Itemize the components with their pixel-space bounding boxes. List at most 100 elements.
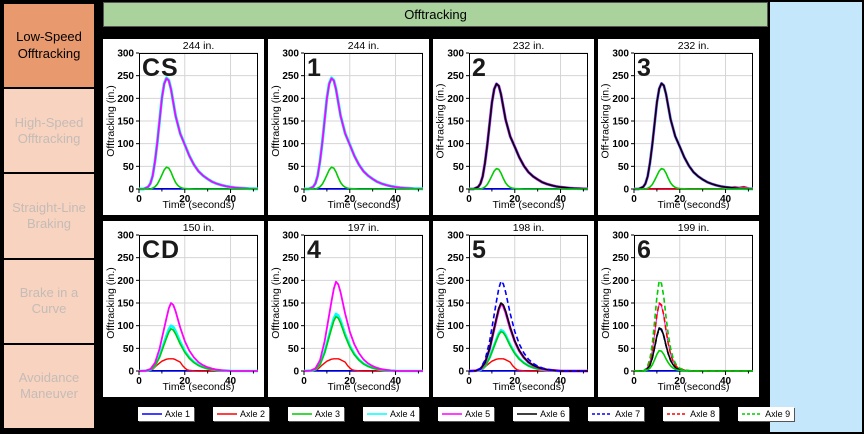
x-axis-label: Time (seconds)	[657, 381, 730, 393]
series-axle-4	[468, 328, 588, 373]
legend-label: Axle 1	[165, 409, 191, 419]
svg-text:0: 0	[623, 185, 629, 196]
svg-text:50: 50	[288, 162, 300, 173]
svg-text:200: 200	[282, 94, 299, 105]
chart-max-offtracking-title: 199 in.	[677, 222, 710, 234]
chart-CS: 244 in. Offtracking (in.) Time (seconds) 0 2…	[103, 39, 264, 215]
svg-text:0: 0	[128, 367, 134, 378]
legend-label: Axle 4	[390, 409, 416, 419]
chart-3: 232 in. Off-tracking (in.) Time (seconds) 0…	[598, 39, 759, 215]
legend-label: Axle 7	[615, 409, 641, 419]
svg-text:50: 50	[123, 162, 135, 173]
legend-item-axle-1: Axle 1	[138, 407, 195, 421]
chart-5: 198 in. Offtracking (in.) Time (seconds) 0 2…	[433, 221, 594, 397]
plot-area: 0 20 40 0 50 100 150 200 250 300	[612, 49, 754, 205]
x-axis-label: Time (seconds)	[162, 381, 235, 393]
x-axis-label: Time (seconds)	[657, 199, 730, 211]
svg-text:0: 0	[136, 194, 142, 205]
sidebar-item-brake-in-a-curve[interactable]: Brake in a Curve	[2, 259, 96, 345]
svg-text:300: 300	[612, 49, 629, 60]
svg-text:100: 100	[117, 321, 134, 332]
legend-line-sample	[217, 413, 238, 415]
legend-item-axle-6: Axle 6	[513, 407, 570, 421]
sidebar-item-straight-line-braking[interactable]: Straight-Line Braking	[2, 174, 96, 260]
plot-area: 0 20 40 0 50 100 150 200 250 300	[282, 231, 423, 387]
svg-text:0: 0	[293, 367, 299, 378]
series-axle-6	[469, 82, 589, 190]
svg-text:100: 100	[612, 139, 629, 150]
svg-text:200: 200	[612, 276, 629, 287]
legend-line-sample	[667, 413, 688, 415]
vehicle-unit-label: CD	[142, 236, 181, 264]
svg-text:200: 200	[447, 276, 464, 287]
svg-text:0: 0	[466, 376, 472, 387]
chart-6: 199 in. Offtracking (in.) Time (seconds) 0 2…	[598, 221, 759, 397]
legend-line-sample	[292, 413, 313, 415]
page-title: Offtracking	[404, 7, 467, 22]
svg-text:250: 250	[447, 253, 464, 264]
svg-text:40: 40	[225, 194, 237, 205]
svg-text:200: 200	[117, 94, 134, 105]
sidebar-item-high-speed-offtracking[interactable]: High-Speed Offtracking	[2, 89, 96, 175]
series-axle-4	[303, 312, 423, 373]
svg-text:20: 20	[509, 194, 521, 205]
sidebar-item-low-speed-offtracking[interactable]: Low-Speed Offtracking	[2, 2, 96, 90]
svg-text:300: 300	[447, 231, 464, 242]
svg-text:20: 20	[509, 376, 521, 387]
svg-text:20: 20	[179, 376, 191, 387]
legend-label: Axle 8	[690, 409, 716, 419]
vehicle-unit-label: 1	[307, 54, 322, 82]
series-axle-5	[138, 302, 258, 372]
svg-text:200: 200	[117, 276, 134, 287]
x-axis-label: Time (seconds)	[327, 199, 400, 211]
svg-text:100: 100	[282, 139, 299, 150]
svg-text:0: 0	[631, 376, 637, 387]
legend-item-axle-3: Axle 3	[288, 407, 345, 421]
svg-text:100: 100	[117, 139, 134, 150]
sidebar-item-avoidance-maneuver[interactable]: Avoidance Maneuver	[2, 344, 96, 431]
svg-text:0: 0	[631, 194, 637, 205]
series-axle-7	[468, 280, 588, 372]
svg-text:150: 150	[117, 299, 134, 310]
svg-text:150: 150	[447, 117, 464, 128]
svg-text:150: 150	[612, 117, 629, 128]
page-title-bar: Offtracking	[103, 2, 768, 27]
series-axle-2	[303, 358, 423, 372]
svg-text:200: 200	[447, 94, 464, 105]
vehicle-unit-label: 3	[637, 54, 652, 82]
svg-text:20: 20	[674, 194, 686, 205]
svg-text:40: 40	[390, 376, 402, 387]
svg-text:150: 150	[117, 117, 134, 128]
legend-line-sample	[367, 413, 388, 415]
legend-item-axle-5: Axle 5	[438, 407, 495, 421]
svg-text:40: 40	[555, 194, 567, 205]
svg-text:250: 250	[612, 71, 629, 82]
vehicle-unit-label: 5	[472, 236, 487, 264]
svg-text:0: 0	[301, 194, 307, 205]
series-axle-5	[304, 77, 424, 190]
legend-line-sample	[442, 413, 463, 415]
svg-text:0: 0	[136, 376, 142, 387]
svg-text:300: 300	[117, 231, 134, 242]
svg-text:300: 300	[117, 49, 134, 60]
legend-item-axle-9: Axle 9	[738, 407, 795, 421]
legend-item-axle-7: Axle 7	[588, 407, 645, 421]
svg-text:0: 0	[466, 194, 472, 205]
legend-line-sample	[742, 413, 763, 415]
chart-max-offtracking-title: 244 in.	[182, 40, 215, 52]
svg-text:50: 50	[453, 344, 465, 355]
svg-text:0: 0	[458, 367, 464, 378]
svg-text:40: 40	[555, 376, 567, 387]
vehicle-unit-label: CS	[142, 54, 179, 82]
legend-label: Axle 5	[465, 409, 491, 419]
series-axle-3	[634, 349, 753, 372]
svg-text:20: 20	[674, 376, 686, 387]
legend-label: Axle 2	[240, 409, 266, 419]
svg-text:300: 300	[282, 231, 299, 242]
x-axis-label: Time (seconds)	[162, 199, 235, 211]
chart-max-offtracking-title: 232 in.	[677, 40, 710, 52]
chart-4: 197 in. Offtracking (in.) Time (seconds) 0 2…	[268, 221, 429, 397]
plot-area: 0 20 40 0 50 100 150 200 250 300	[447, 231, 588, 387]
svg-text:200: 200	[282, 276, 299, 287]
